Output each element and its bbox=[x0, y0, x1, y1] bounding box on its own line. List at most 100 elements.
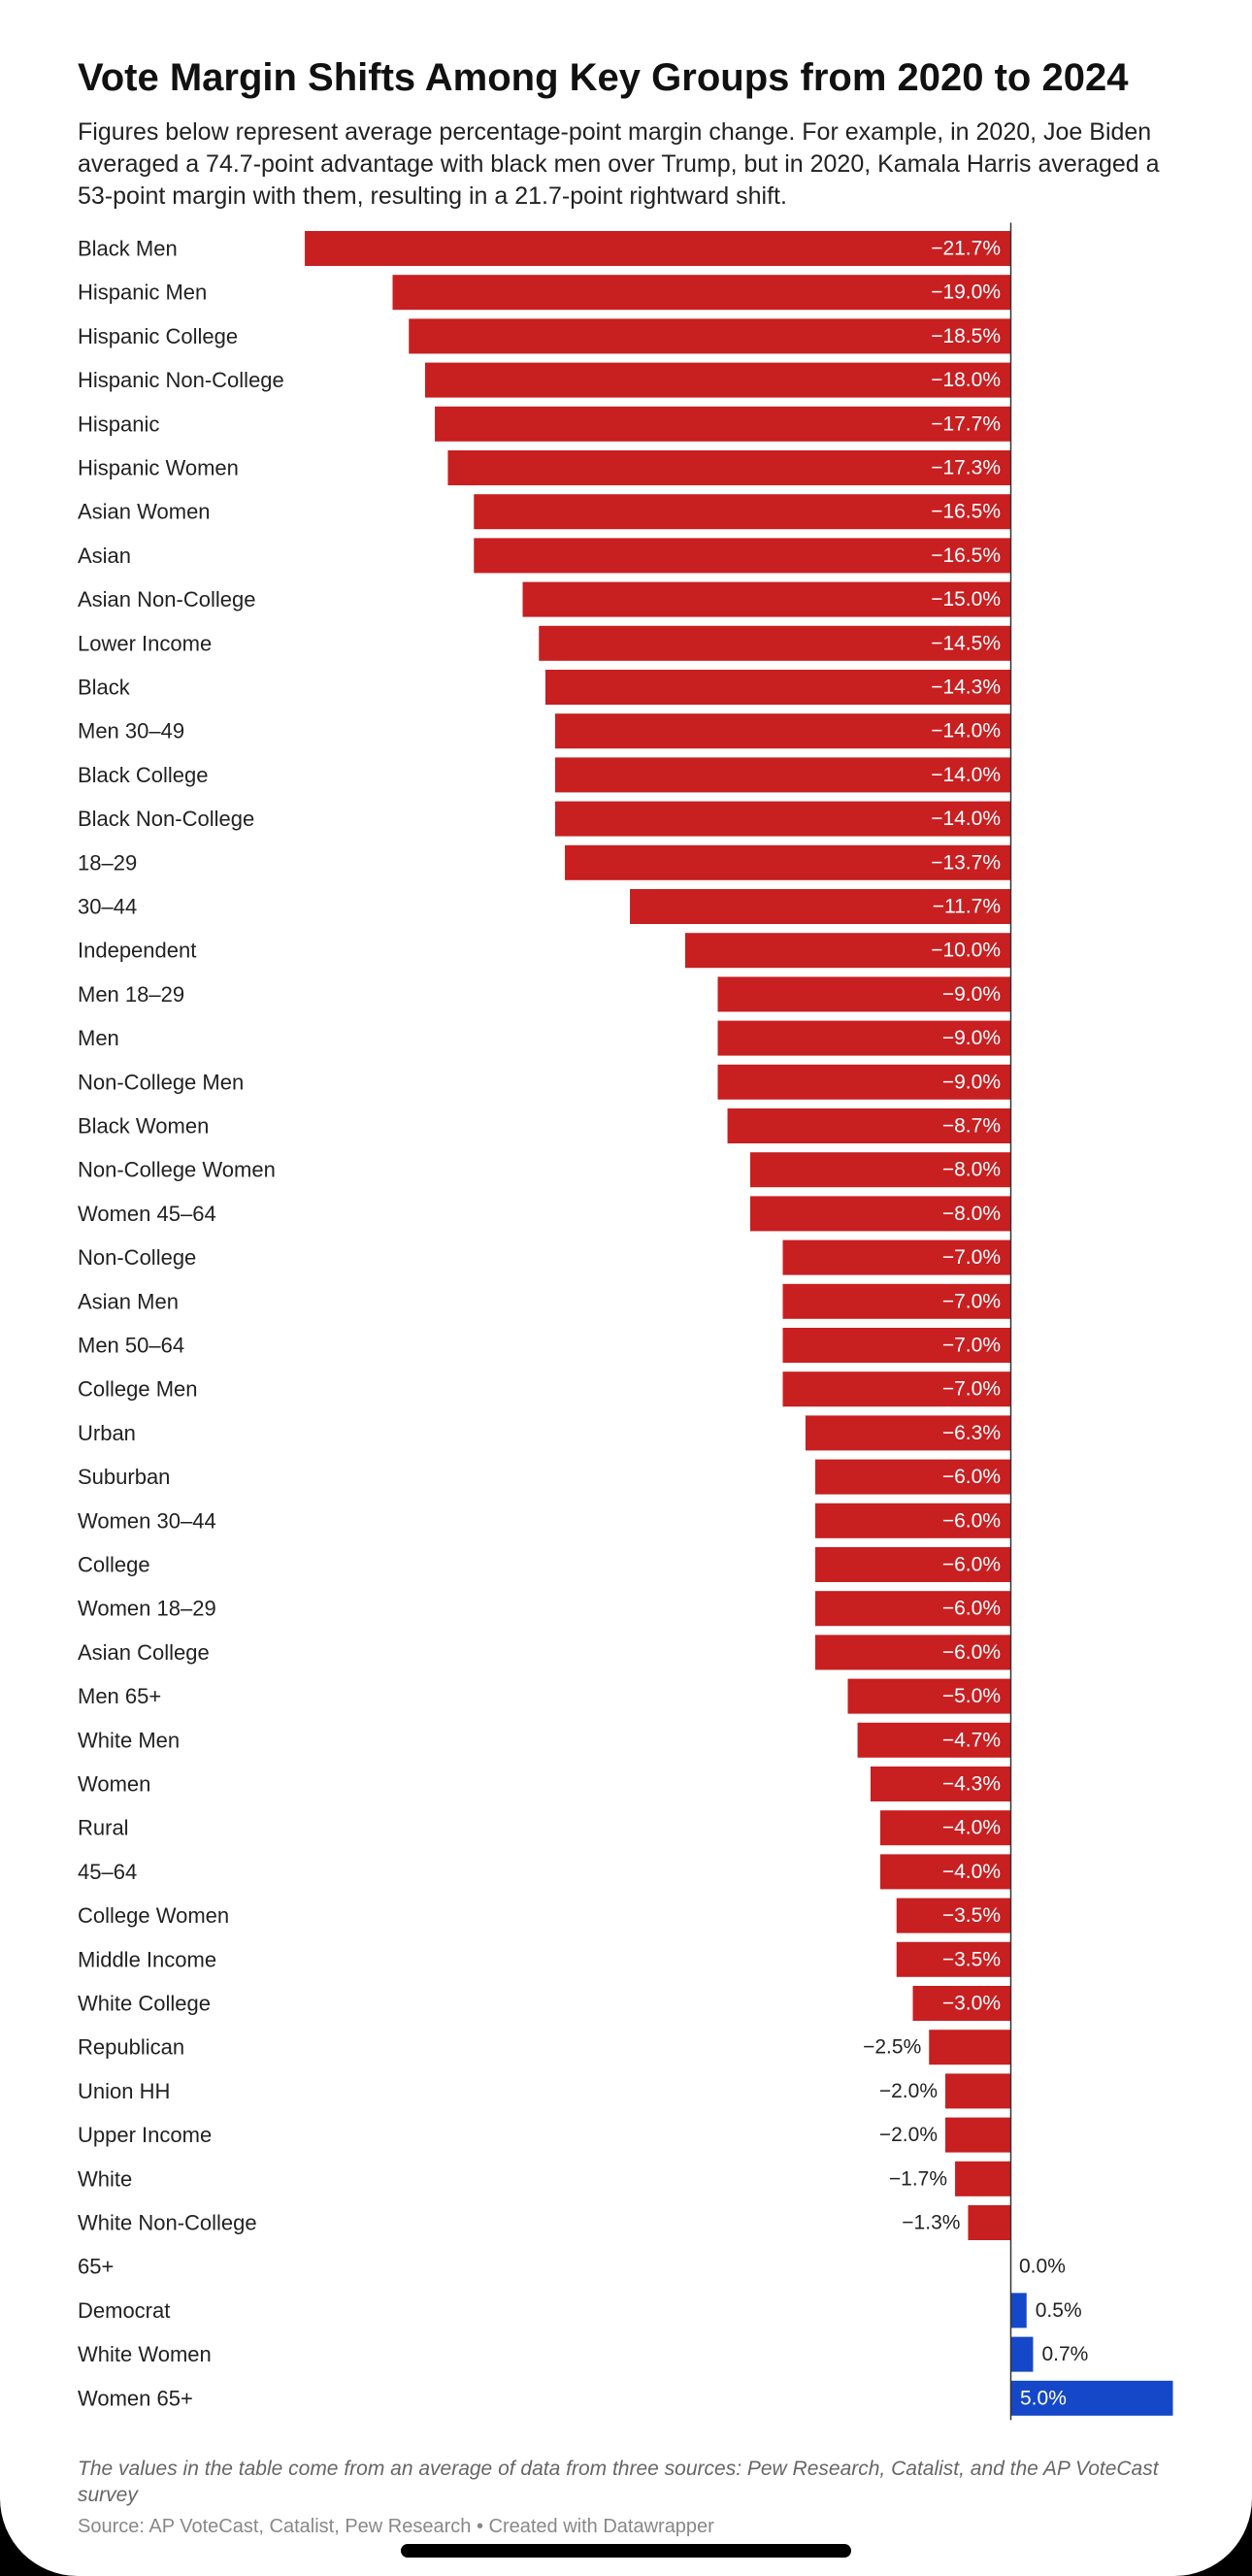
bar bbox=[857, 1722, 1010, 1758]
value-label: −9.0% bbox=[942, 1071, 1001, 1093]
bar bbox=[750, 1196, 1010, 1232]
category-label: Women 45–64 bbox=[78, 1202, 216, 1226]
bar bbox=[685, 933, 1010, 969]
value-label: −2.0% bbox=[879, 2080, 938, 2102]
bar bbox=[522, 581, 1010, 617]
value-label: −6.0% bbox=[942, 1466, 1001, 1488]
bar bbox=[929, 2030, 1010, 2065]
category-label: Urban bbox=[78, 1421, 136, 1445]
value-label: −8.7% bbox=[942, 1115, 1001, 1138]
bar bbox=[555, 713, 1010, 749]
value-label: −14.0% bbox=[931, 808, 1001, 830]
category-label: Black Non-College bbox=[78, 807, 254, 831]
category-label: Women 65+ bbox=[78, 2386, 193, 2410]
category-label: White College bbox=[78, 1992, 211, 2016]
value-label: −1.7% bbox=[889, 2167, 947, 2190]
category-label: White Men bbox=[78, 1728, 180, 1752]
bar bbox=[727, 1108, 1010, 1143]
value-label: −6.0% bbox=[942, 1598, 1001, 1620]
bar bbox=[565, 844, 1010, 880]
value-label: −18.5% bbox=[931, 325, 1001, 347]
category-label: Hispanic Women bbox=[78, 456, 239, 480]
category-label: Women 30–44 bbox=[78, 1508, 216, 1533]
value-label: −3.5% bbox=[942, 1948, 1001, 1970]
bar bbox=[539, 625, 1010, 661]
category-label: Lower Income bbox=[78, 631, 212, 655]
category-label: Women bbox=[78, 1772, 150, 1797]
category-label: Non-College Women bbox=[78, 1158, 276, 1182]
value-label: −5.0% bbox=[942, 1685, 1001, 1707]
value-label: −8.0% bbox=[942, 1159, 1001, 1181]
category-label: 30–44 bbox=[78, 895, 137, 919]
chart-title: Vote Margin Shifts Among Key Groups from… bbox=[78, 56, 1129, 99]
category-label: College bbox=[78, 1553, 150, 1577]
bar bbox=[815, 1591, 1010, 1627]
value-label: −14.5% bbox=[931, 632, 1001, 654]
bar bbox=[447, 450, 1010, 485]
value-label: −16.5% bbox=[931, 501, 1001, 523]
category-label: Non-College bbox=[78, 1245, 196, 1270]
bar bbox=[968, 2205, 1010, 2240]
category-label: Upper Income bbox=[78, 2123, 212, 2147]
value-label: −17.3% bbox=[931, 457, 1001, 479]
home-indicator[interactable] bbox=[401, 2544, 851, 2558]
category-label: Women 18–29 bbox=[78, 1597, 216, 1621]
category-label: 65+ bbox=[78, 2255, 114, 2279]
category-label: Hispanic College bbox=[78, 324, 238, 348]
bar bbox=[409, 318, 1010, 354]
category-label: 18–29 bbox=[78, 850, 137, 875]
value-label: 0.7% bbox=[1041, 2343, 1088, 2365]
chart-source: Source: AP VoteCast, Catalist, Pew Resea… bbox=[78, 2516, 714, 2537]
bar bbox=[912, 1986, 1010, 2021]
value-label: −14.0% bbox=[931, 720, 1001, 743]
bar bbox=[782, 1239, 1010, 1275]
value-label: −6.3% bbox=[942, 1422, 1001, 1444]
bar bbox=[305, 231, 1010, 266]
bar bbox=[750, 1152, 1010, 1188]
category-label: Asian College bbox=[78, 1640, 210, 1665]
value-label: −7.0% bbox=[942, 1246, 1001, 1269]
bar bbox=[717, 1064, 1010, 1100]
bar bbox=[870, 1767, 1010, 1801]
category-label: Men 65+ bbox=[78, 1684, 161, 1708]
bar bbox=[805, 1415, 1010, 1451]
bar bbox=[1010, 2293, 1027, 2328]
bar bbox=[435, 406, 1010, 442]
value-label: 5.0% bbox=[1020, 2387, 1067, 2409]
category-label: Hispanic Non-College bbox=[78, 368, 284, 392]
value-label: −6.0% bbox=[942, 1641, 1001, 1664]
category-label: Men 30–49 bbox=[78, 719, 184, 743]
bar bbox=[392, 275, 1010, 311]
value-label: −6.0% bbox=[942, 1554, 1001, 1576]
category-label: Asian Women bbox=[78, 500, 211, 524]
bar bbox=[955, 2161, 1010, 2196]
bar bbox=[782, 1283, 1010, 1319]
bar bbox=[945, 2117, 1010, 2153]
category-label: Independent bbox=[78, 939, 196, 963]
value-label: −11.7% bbox=[933, 896, 1001, 918]
category-label: College Women bbox=[78, 1903, 229, 1928]
category-label: Hispanic Men bbox=[78, 281, 207, 305]
value-label: −4.0% bbox=[942, 1817, 1001, 1839]
category-label: Asian bbox=[78, 544, 131, 568]
category-label: Black College bbox=[78, 763, 209, 787]
value-label: −21.7% bbox=[931, 238, 1001, 260]
category-label: Democrat bbox=[78, 2298, 170, 2323]
value-label: −8.0% bbox=[942, 1203, 1001, 1225]
category-label: Black Women bbox=[78, 1114, 209, 1139]
category-label: Rural bbox=[78, 1816, 129, 1840]
value-label: 0.0% bbox=[1019, 2256, 1066, 2278]
bar bbox=[782, 1328, 1010, 1363]
bar bbox=[815, 1503, 1010, 1538]
bar bbox=[815, 1459, 1010, 1495]
value-label: −3.5% bbox=[942, 1904, 1001, 1927]
chart-subtitle: Figures below represent average percenta… bbox=[78, 118, 1160, 210]
bar-chart: Black Men −21.7% Hispanic Men −19.0% Hispani… bbox=[78, 222, 1173, 2421]
value-label: −9.0% bbox=[942, 983, 1001, 1006]
value-label: −7.0% bbox=[942, 1378, 1001, 1401]
bar bbox=[425, 362, 1010, 398]
bar bbox=[474, 494, 1010, 530]
value-label: −2.5% bbox=[863, 2036, 921, 2059]
category-label: Black Men bbox=[78, 237, 178, 261]
